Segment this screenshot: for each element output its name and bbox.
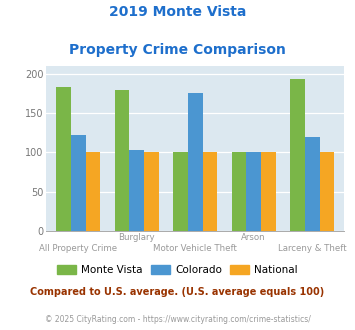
Text: All Property Crime: All Property Crime (39, 244, 118, 253)
Bar (115, 89, 130, 231)
Bar (246, 152, 261, 231)
Bar (188, 93, 203, 231)
Text: Compared to U.S. average. (U.S. average equals 100): Compared to U.S. average. (U.S. average … (31, 287, 324, 297)
Bar (56, 87, 71, 231)
Bar (144, 152, 159, 231)
Text: Motor Vehicle Theft: Motor Vehicle Theft (153, 244, 237, 253)
Bar (290, 79, 305, 231)
Text: Property Crime Comparison: Property Crime Comparison (69, 43, 286, 57)
Bar (203, 152, 217, 231)
Bar (71, 135, 86, 231)
Bar (232, 152, 246, 231)
Text: Burglary: Burglary (119, 233, 155, 242)
Text: Arson: Arson (241, 233, 266, 242)
Bar (305, 137, 320, 231)
Bar (261, 152, 275, 231)
Text: Larceny & Theft: Larceny & Theft (278, 244, 346, 253)
Bar (320, 152, 334, 231)
Bar (173, 152, 188, 231)
Bar (130, 150, 144, 231)
Text: © 2025 CityRating.com - https://www.cityrating.com/crime-statistics/: © 2025 CityRating.com - https://www.city… (45, 315, 310, 324)
Text: 2019 Monte Vista: 2019 Monte Vista (109, 5, 246, 19)
Legend: Monte Vista, Colorado, National: Monte Vista, Colorado, National (53, 261, 302, 280)
Bar (86, 152, 100, 231)
